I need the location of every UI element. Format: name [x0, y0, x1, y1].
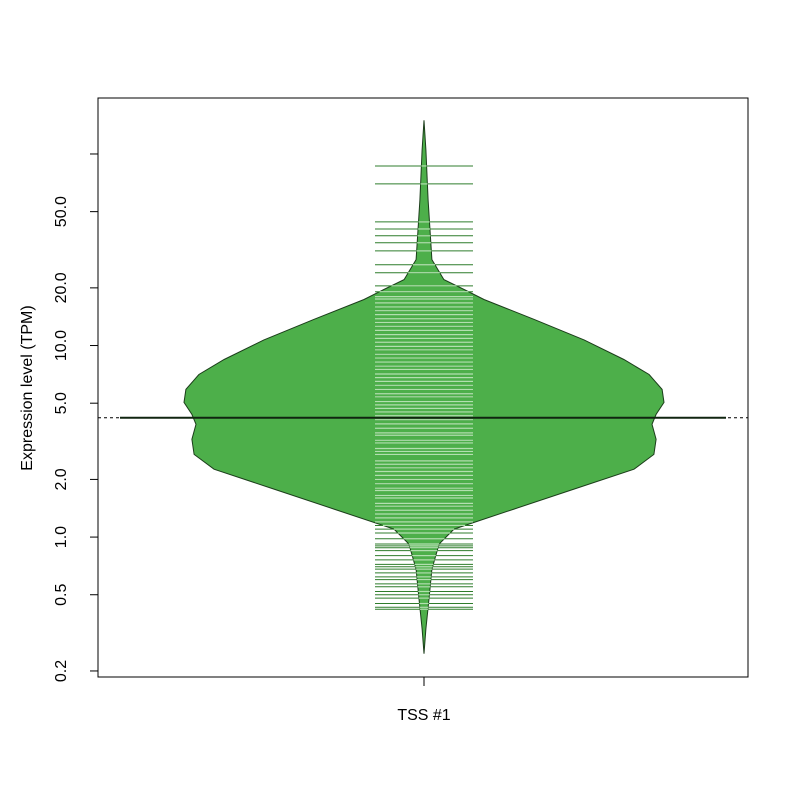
- y-tick-label: 0.2: [53, 660, 70, 682]
- y-tick-label: 2.0: [53, 468, 70, 490]
- y-tick-label: 1.0: [53, 526, 70, 548]
- y-tick-label: 10.0: [53, 330, 70, 361]
- y-axis-label: Expression level (TPM): [19, 305, 36, 470]
- y-tick-label: 0.5: [53, 584, 70, 606]
- y-tick-label: 5.0: [53, 392, 70, 414]
- x-tick-label: TSS #1: [397, 707, 450, 724]
- y-tick-label: 50.0: [53, 196, 70, 227]
- bean-density: [183, 120, 665, 654]
- plot-frame: [97, 97, 749, 678]
- y-tick-label: 20.0: [53, 272, 70, 303]
